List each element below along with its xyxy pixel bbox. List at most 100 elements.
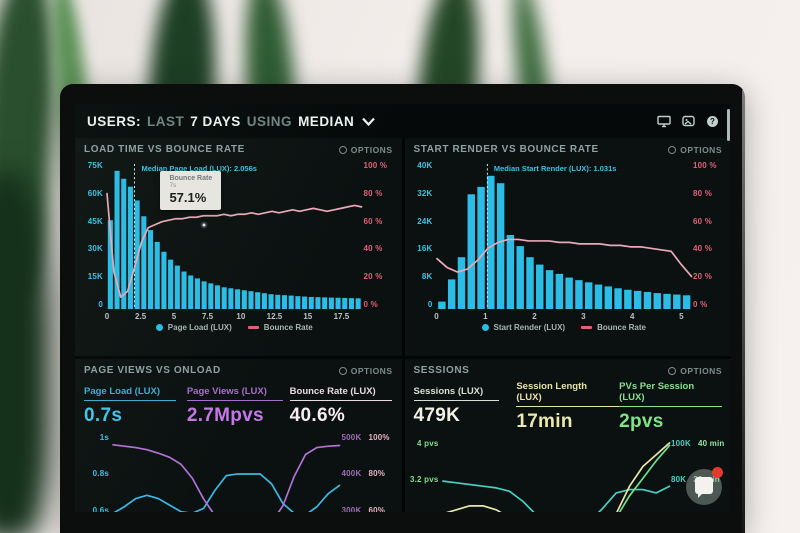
load-time-chart[interactable]: 75K 60K 45K 30K 15K 0 100 % 80 % 60 % 40 % 20 % 0 %… [88, 161, 387, 332]
title-users: USERS: [87, 113, 142, 129]
legend-item: Bounce Rate [581, 323, 646, 332]
help-icon[interactable]: ? [705, 114, 719, 128]
panel-title: SESSIONS [413, 365, 470, 376]
scrollbar-thumb[interactable] [727, 109, 730, 141]
x-axis-tick-label: 2 [532, 312, 537, 321]
load-time-vs-bounce-rate-plot[interactable] [107, 161, 362, 309]
axis-tick-label: 40 min [697, 439, 725, 448]
median-annotation: Median Start Render (LUX): 1.031s [493, 164, 617, 173]
x-axis-tick-label: 0 [104, 312, 110, 321]
metric-label: Page Load (LUX) [84, 386, 177, 401]
metrics-row: Page Load (LUX) 0.7s Page Views (LUX) 2.7Mp… [75, 378, 402, 427]
line-series-sessions [443, 481, 670, 512]
options-button[interactable]: OPTIONS [338, 365, 393, 376]
panel-title: START RENDER VS BOUNCE RATE [413, 144, 599, 155]
line-series-page-views [113, 445, 340, 512]
axis-tick-label: 1s [99, 433, 109, 442]
histogram-bars[interactable] [107, 170, 361, 309]
legend-item: Bounce Rate [247, 323, 313, 332]
title-median: MEDIAN [298, 113, 355, 129]
axis-tick-label: 4 pvs [417, 439, 439, 448]
dashboard-header: USERS: LAST 7 DAYS USING MEDIAN ? [75, 104, 731, 138]
x-axis-ticks: 0 1 2 3 4 5 [434, 309, 692, 321]
chevron-down-icon [362, 114, 376, 129]
options-label: OPTIONS [350, 365, 393, 376]
tooltip-value: 57.1% [169, 190, 207, 206]
axis-tick-label: 80K [671, 475, 687, 485]
tooltip-marker-dot [200, 221, 208, 229]
axis-tick-label: 40K [417, 161, 433, 170]
right-axis-ticks: 100 % 80 % 60 % 40 % 20 % 0 % [693, 161, 731, 309]
panels-grid: LOAD TIME VS BOUNCE RATE OPTIONS 75K 60K 4… [75, 138, 731, 512]
options-button[interactable]: OPTIONS [668, 366, 722, 376]
header-toolbar: ? [657, 114, 719, 128]
chat-bubble-icon [695, 477, 713, 498]
tooltip-title: Bounce Rate [169, 175, 213, 183]
gear-icon [338, 145, 347, 154]
line-series-session-length [443, 443, 670, 512]
histogram-bars[interactable] [437, 175, 690, 309]
metric-label: Page Views (LUX) [186, 386, 283, 401]
start-render-chart[interactable]: 40K 32K 24K 16K 8K 0 100 % 80 % 60 % 40 % 20 % 0 % M… [417, 161, 716, 332]
line-series-pvs-per-session [443, 446, 670, 512]
axis-tick-label: 60 % [693, 216, 713, 226]
tooltip-subtitle: 7s [169, 182, 177, 190]
axis-tick-label: 100K [671, 439, 691, 448]
metrics-row: Sessions (LUX) 479K Session Length (LUX) 17… [405, 378, 732, 433]
image-icon[interactable] [681, 114, 695, 128]
x-axis-tick-label: 2.5 [135, 312, 147, 321]
axis-tick-row: 300K 60% [342, 506, 386, 512]
panel-load-time-vs-bounce-rate: LOAD TIME VS BOUNCE RATE OPTIONS 75K 60K 4… [75, 138, 402, 356]
axis-tick-label: 80 % [693, 188, 713, 198]
gear-icon [668, 145, 677, 154]
options-label: OPTIONS [680, 144, 722, 155]
chat-widget-button[interactable] [686, 467, 723, 505]
legend-item: Start Render (LUX) [481, 323, 566, 332]
x-axis-tick-label: 4 [629, 312, 635, 321]
x-axis-tick-label: 5 [171, 312, 177, 321]
axis-tick-label: 300K [341, 505, 362, 512]
metric-value: 40.6% [289, 405, 346, 426]
title-last: LAST [147, 113, 185, 129]
axis-tick-label: 24K [417, 216, 433, 226]
metric-label: Sessions (LUX) [413, 386, 500, 401]
start-render-vs-bounce-rate-plot[interactable] [437, 161, 692, 309]
x-axis-tick-label: 10 [236, 312, 246, 321]
panel-start-render-vs-bounce-rate: START RENDER VS BOUNCE RATE OPTIONS 40K 3… [404, 138, 731, 356]
legend-line-swatch [581, 326, 593, 329]
title-using: USING [246, 113, 293, 129]
legend-item: Page Load (LUX) [155, 323, 232, 332]
metric-sessions-lux-: Sessions (LUX) 479K [413, 381, 517, 433]
metric-page-views-lux-: Page Views (LUX) 2.7Mpvs [186, 381, 290, 427]
chart-legend: Start Render (LUX) Bounce Rate [437, 323, 692, 332]
line-series-page-load [113, 474, 340, 512]
legend-label: Start Render (LUX) [493, 323, 566, 332]
options-button[interactable]: OPTIONS [668, 145, 722, 155]
axis-tick-label: 40 % [363, 244, 383, 254]
legend-line-swatch [247, 326, 259, 329]
panel-title: LOAD TIME VS BOUNCE RATE [84, 144, 245, 155]
metric-value: 2.7Mpvs [186, 405, 264, 426]
legend-label: Page Load (LUX) [167, 323, 232, 332]
page-views-vs-onload-plot[interactable] [113, 433, 340, 512]
monitor-icon[interactable] [657, 114, 671, 128]
title-7days: 7 DAYS [190, 113, 241, 129]
metric-value: 0.7s [84, 405, 123, 426]
axis-tick-row: 400K 80% [342, 469, 386, 478]
x-axis-tick-label: 5 [679, 312, 684, 321]
axis-tick-label: 0.6s [92, 505, 109, 512]
options-button[interactable]: OPTIONS [338, 145, 393, 155]
x-axis-tick-label: 12.5 [266, 312, 283, 321]
axis-tick-label: 500K [341, 433, 362, 442]
sessions-plot[interactable] [443, 439, 670, 512]
page-views-chart[interactable]: 1s0.8s0.6s0.4s500K100%400K80%300K60%200K… [93, 433, 390, 512]
axis-tick-label: 100 % [693, 161, 717, 170]
metric-label: Session Length (LUX) [516, 381, 620, 407]
users-filter-dropdown[interactable]: USERS: LAST 7 DAYS USING MEDIAN [87, 113, 376, 129]
metric-value: 2pvs [619, 411, 664, 432]
left-axis-ticks: 1s0.8s0.6s0.4s [76, 433, 109, 512]
right-axis-ticks: 100 % 80 % 60 % 40 % 20 % 0 % [364, 161, 402, 309]
axis-tick-label: 0 [98, 299, 103, 309]
